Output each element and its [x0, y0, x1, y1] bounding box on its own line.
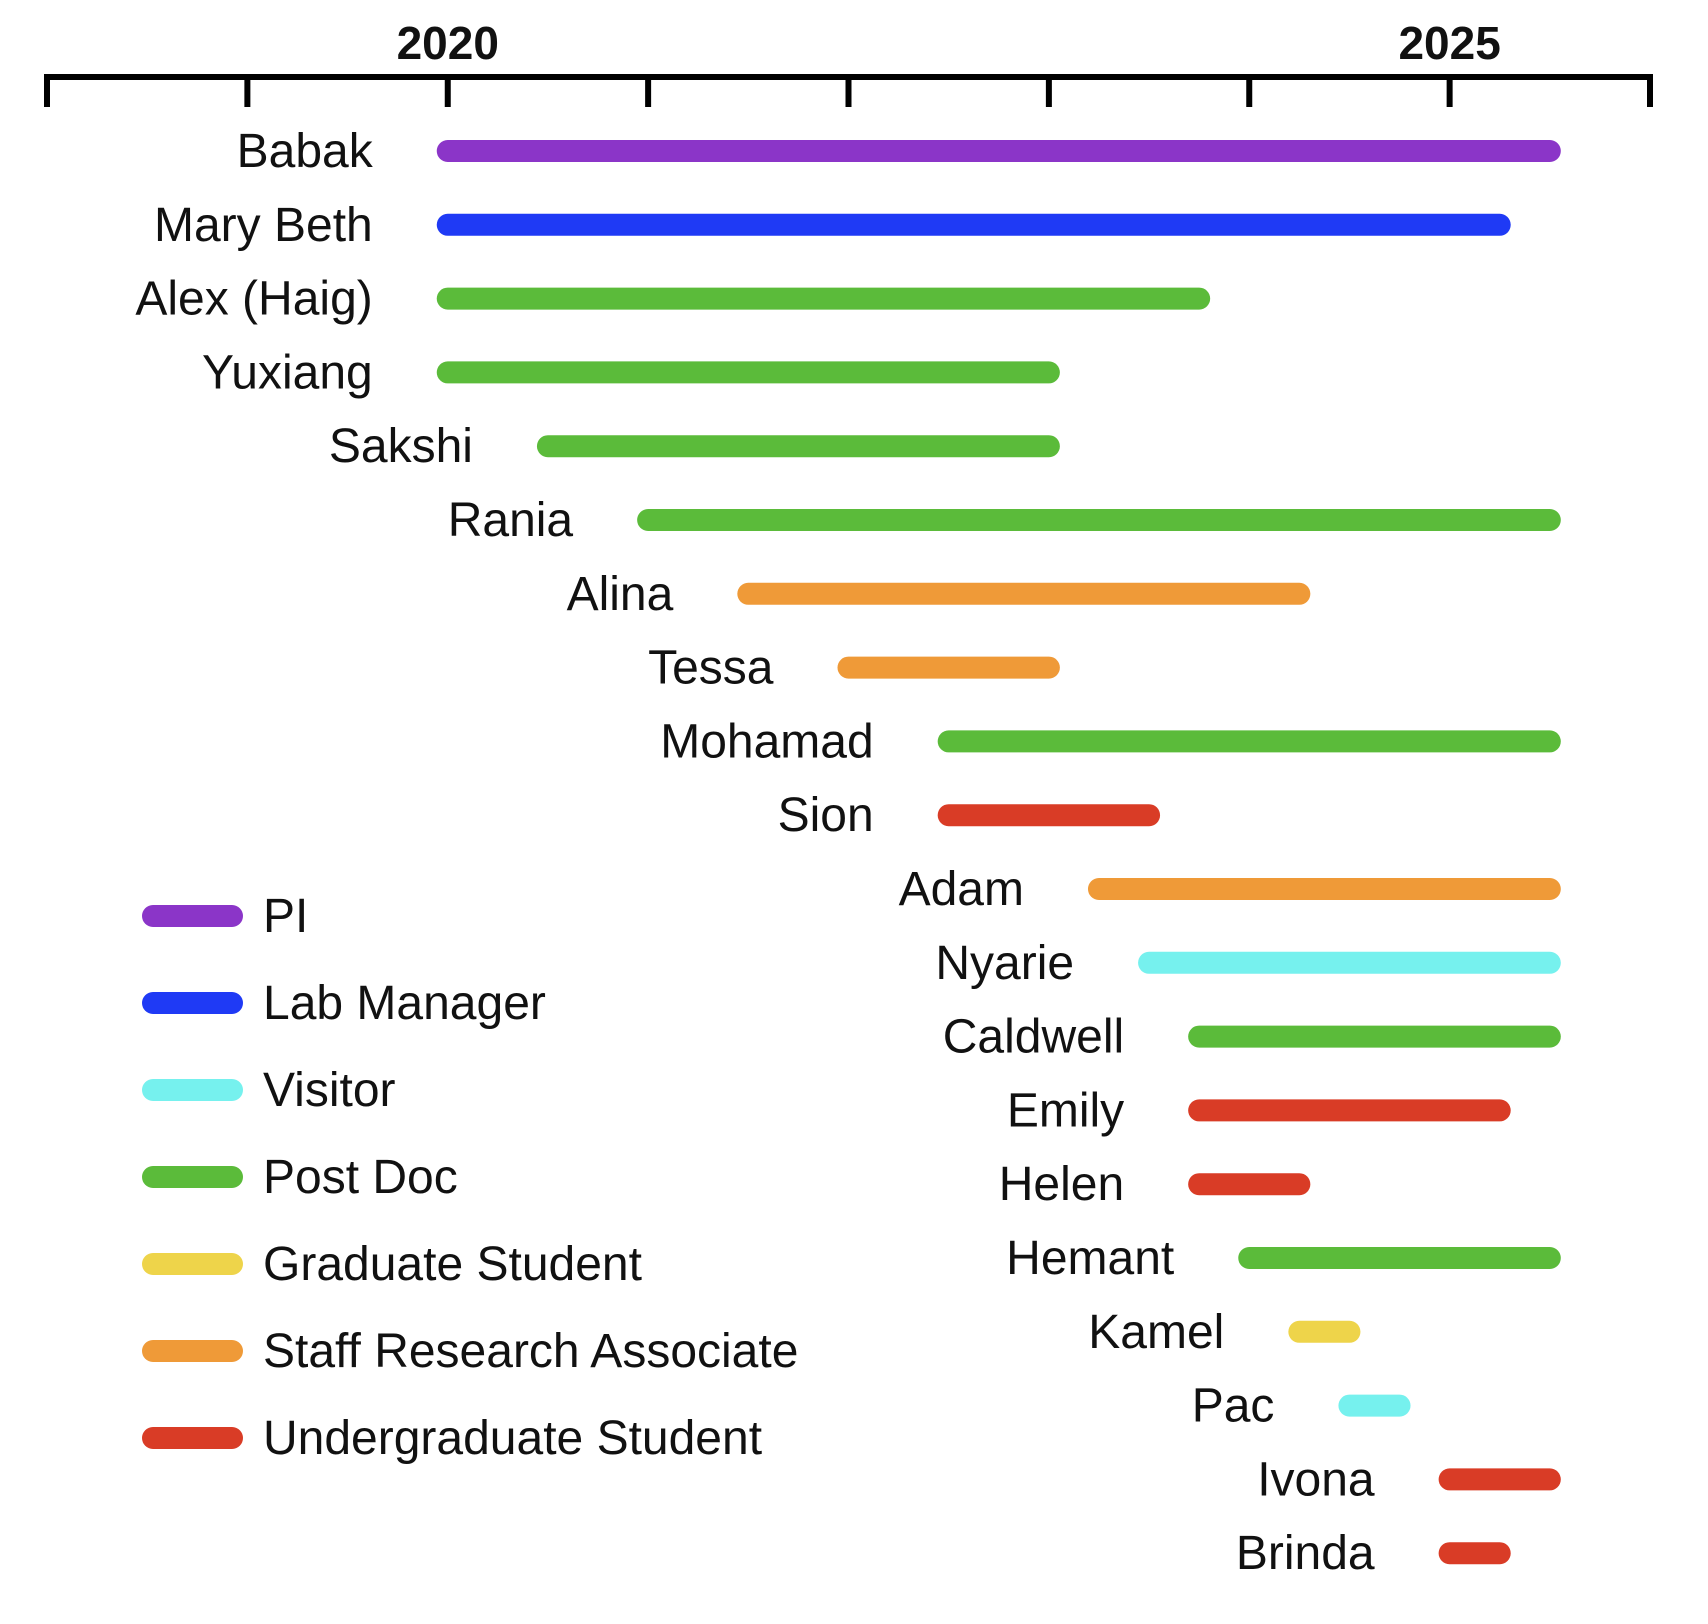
legend-item-staff-research-associate: Staff Research Associate: [142, 1325, 798, 1378]
member-label-sakshi: Sakshi: [329, 420, 473, 473]
legend-item-post-doc: Post Doc: [142, 1151, 458, 1204]
member-label-emily: Emily: [1007, 1084, 1124, 1137]
member-label-nyarie: Nyarie: [935, 937, 1074, 990]
member-label-yuxiang: Yuxiang: [202, 346, 373, 399]
legend: PI Lab Manager Visitor Post Doc Graduate Stu…: [142, 890, 798, 1465]
member-label-sion: Sion: [778, 789, 874, 842]
legend-item-graduate-student: Graduate Student: [142, 1238, 642, 1291]
member-label-ivona: Ivona: [1257, 1453, 1375, 1506]
legend-label-undergraduate-student: Undergraduate Student: [263, 1412, 762, 1465]
legend-label-staff-research-associate: Staff Research Associate: [263, 1325, 798, 1378]
x-axis: 2020 2025: [44, 17, 1653, 107]
x-tick-label-2020: 2020: [397, 17, 499, 69]
member-label-rania: Rania: [448, 494, 574, 547]
member-bars: Babak Mary Beth Alex (Haig) Yuxiang Sakshi Ra…: [135, 125, 1561, 1580]
member-label-pac: Pac: [1192, 1380, 1275, 1433]
legend-item-visitor: Visitor: [142, 1064, 396, 1117]
legend-item-undergraduate-student: Undergraduate Student: [142, 1412, 762, 1465]
legend-label-graduate-student: Graduate Student: [263, 1238, 642, 1291]
legend-item-lab-manager: Lab Manager: [142, 977, 546, 1030]
member-label-adam: Adam: [899, 863, 1024, 916]
member-label-hemant: Hemant: [1006, 1232, 1174, 1285]
member-label-helen: Helen: [999, 1158, 1124, 1211]
member-label-alex-haig: Alex (Haig): [135, 273, 372, 326]
x-tick-label-2025: 2025: [1398, 17, 1500, 69]
legend-item-pi: PI: [142, 890, 308, 943]
member-label-alina: Alina: [567, 568, 674, 621]
member-label-mary-beth: Mary Beth: [154, 199, 373, 252]
legend-label-lab-manager: Lab Manager: [263, 977, 546, 1030]
member-label-caldwell: Caldwell: [943, 1011, 1124, 1064]
member-label-kamel: Kamel: [1088, 1306, 1224, 1359]
member-label-mohamad: Mohamad: [660, 715, 873, 768]
member-label-brinda: Brinda: [1236, 1527, 1375, 1580]
member-label-tessa: Tessa: [648, 642, 774, 695]
legend-label-visitor: Visitor: [263, 1064, 396, 1117]
legend-label-post-doc: Post Doc: [263, 1151, 458, 1204]
legend-label-pi: PI: [263, 890, 308, 943]
member-label-babak: Babak: [237, 125, 374, 178]
